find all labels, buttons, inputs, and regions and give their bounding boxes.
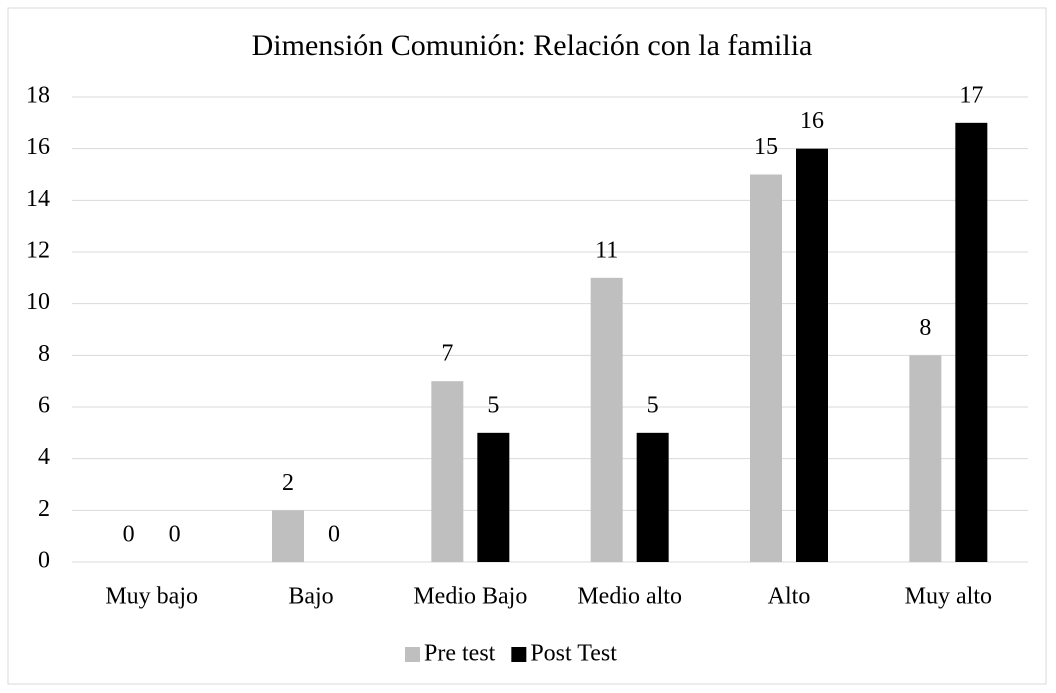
chart-border [7, 7, 1047, 685]
x-tick-label: Alto [768, 584, 811, 610]
legend-label: Post Test [530, 641, 617, 667]
data-label: 17 [959, 82, 983, 108]
y-tick-label: 10 [26, 289, 50, 315]
y-tick-label: 16 [26, 134, 50, 160]
bar [590, 277, 623, 562]
data-label: 15 [754, 134, 778, 160]
y-tick-label: 18 [26, 83, 50, 109]
y-tick-label: 4 [38, 444, 50, 470]
x-tick-label: Medio Bajo [413, 584, 527, 610]
data-label: 0 [123, 522, 135, 548]
chart-title: Dimensión Comunión: Relación con la fami… [252, 29, 813, 62]
bar [909, 355, 942, 562]
data-label: 5 [647, 392, 659, 418]
y-tick-label: 6 [38, 393, 50, 419]
bar [955, 122, 988, 562]
data-label: 0 [328, 522, 340, 548]
bar [272, 510, 304, 562]
data-label: 8 [919, 315, 931, 341]
data-label: 16 [800, 108, 824, 134]
legend-swatch [511, 647, 527, 662]
bar [750, 174, 782, 562]
data-label: 0 [169, 522, 181, 548]
x-tick-label: Muy bajo [105, 584, 198, 610]
x-tick-label: Bajo [288, 584, 333, 610]
bar [636, 432, 669, 562]
data-label: 2 [282, 470, 294, 496]
data-label: 7 [441, 341, 453, 367]
bar [477, 432, 510, 562]
bar [796, 148, 828, 562]
y-tick-label: 12 [26, 238, 50, 264]
y-tick-label: 8 [38, 341, 50, 367]
data-label: 5 [487, 392, 499, 418]
legend-label: Pre test [424, 641, 496, 667]
x-tick-label: Medio alto [577, 584, 682, 610]
bar [431, 381, 464, 562]
legend-swatch [405, 647, 420, 662]
x-tick-label: Muy alto [905, 584, 992, 610]
data-label: 11 [595, 237, 618, 263]
y-tick-label: 0 [38, 548, 50, 574]
y-tick-label: 2 [38, 496, 50, 522]
y-tick-label: 14 [26, 186, 50, 212]
